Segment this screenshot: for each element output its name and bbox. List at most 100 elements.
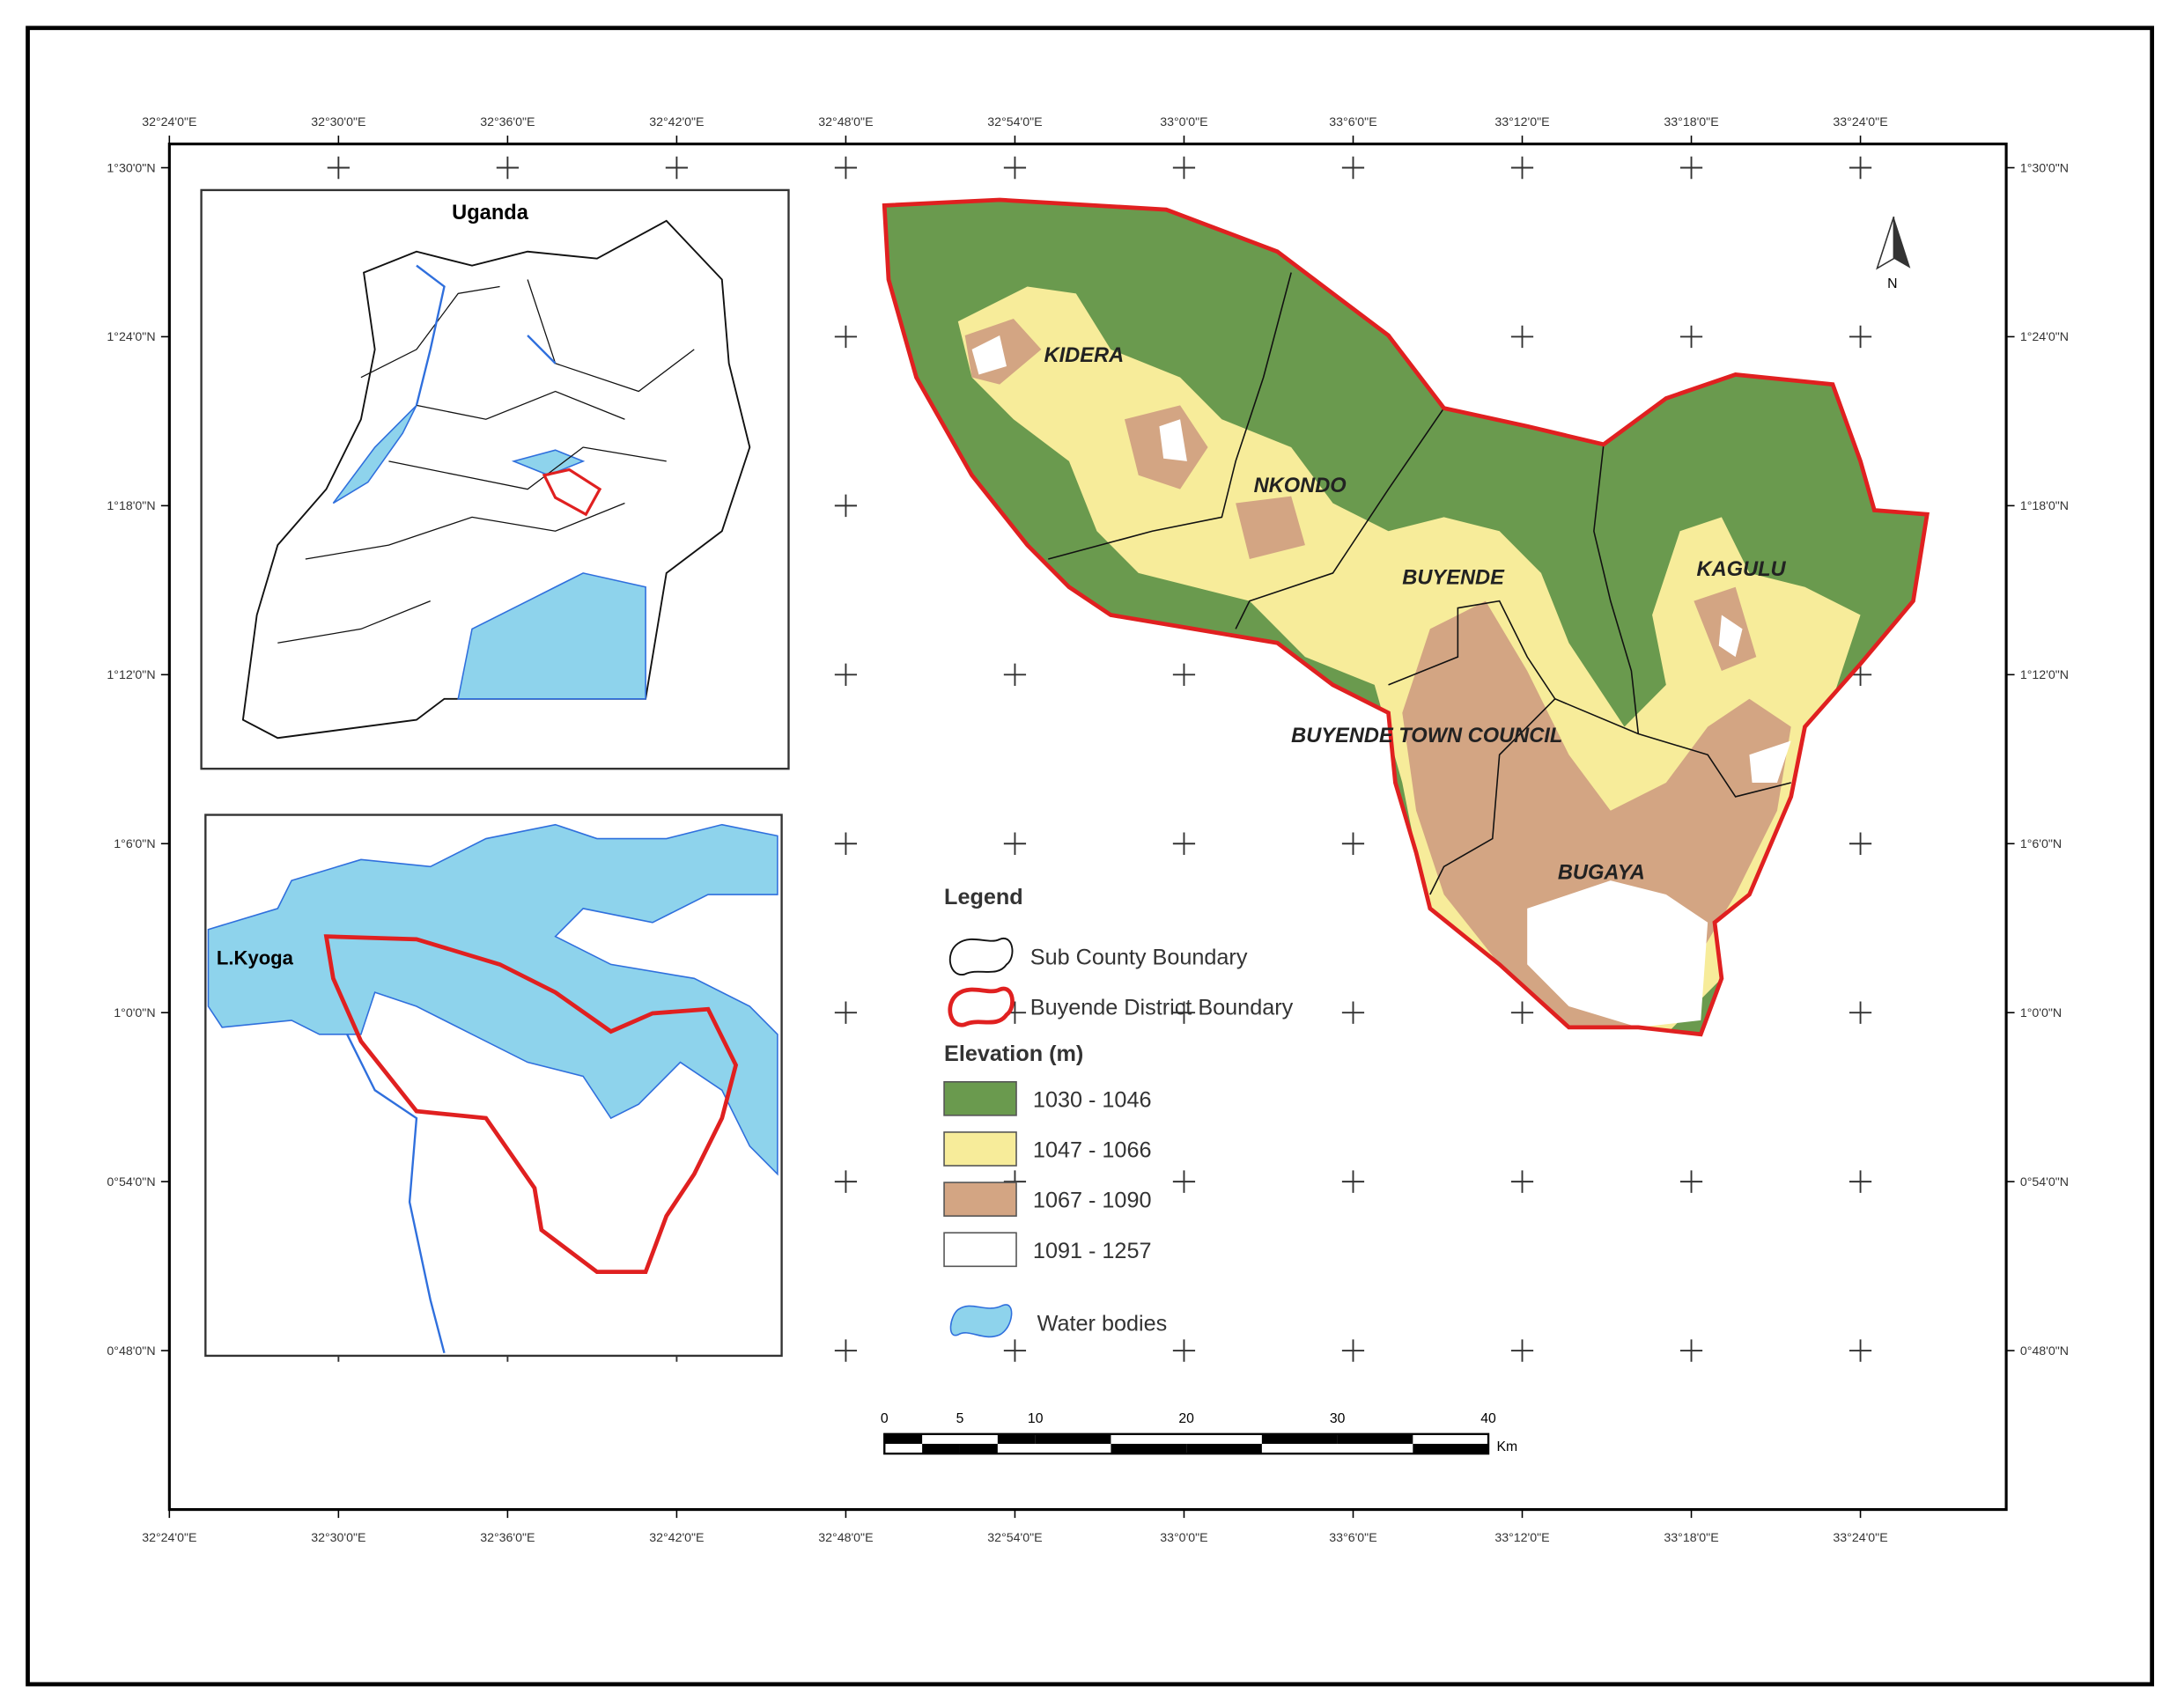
scale-unit: Km bbox=[1497, 1439, 1518, 1454]
graticule-cross bbox=[1679, 156, 1703, 180]
graticule-cross bbox=[1003, 663, 1027, 687]
scale-segment bbox=[1111, 1443, 1187, 1454]
graticule-cross bbox=[1849, 325, 1872, 349]
scale-segment bbox=[1261, 1433, 1338, 1444]
legend-swatch bbox=[943, 1131, 1017, 1167]
graticule-cross bbox=[1849, 1339, 1872, 1362]
subcounty-label: BUYENDE bbox=[1402, 567, 1505, 590]
graticule-cross bbox=[1172, 1001, 1196, 1024]
uganda-inset: Uganda bbox=[200, 188, 790, 770]
lat-label: 1°0'0"N bbox=[114, 1006, 155, 1020]
legend-boundary: Buyende District Boundary bbox=[1030, 995, 1294, 1020]
lat-label: 1°12'0"N bbox=[2020, 668, 2069, 682]
lat-label: 0°48'0"N bbox=[2020, 1344, 2069, 1358]
lon-label: 33°12'0"E bbox=[1494, 1531, 1549, 1545]
lon-label: 32°36'0"E bbox=[480, 115, 535, 129]
scale-segment bbox=[1186, 1443, 1262, 1454]
legend-title: Legend bbox=[944, 885, 1023, 909]
graticule-cross bbox=[1003, 156, 1027, 180]
subcounty-boundaries bbox=[1048, 272, 1791, 895]
lat-label: 1°30'0"N bbox=[107, 161, 155, 175]
lat-label: 1°24'0"N bbox=[2020, 330, 2069, 344]
graticule-cross bbox=[1341, 832, 1365, 855]
lon-label: 32°30'0"E bbox=[311, 115, 365, 129]
legend-subtitle: Elevation (m) bbox=[944, 1042, 1083, 1066]
lat-label: 1°12'0"N bbox=[107, 668, 155, 682]
graticule-cross bbox=[1510, 1339, 1534, 1362]
scale-segment bbox=[997, 1433, 1036, 1444]
scale-label: 30 bbox=[1330, 1411, 1346, 1426]
scale-segment bbox=[884, 1433, 923, 1444]
lon-label: 33°18'0"E bbox=[1664, 1531, 1718, 1545]
north-arrow: N bbox=[1876, 216, 1911, 291]
lat-label: 1°18'0"N bbox=[107, 499, 155, 513]
graticule-cross bbox=[1172, 832, 1196, 855]
lon-label: 32°54'0"E bbox=[987, 1531, 1042, 1545]
legend-swatch bbox=[943, 1080, 1017, 1116]
scale-label: 40 bbox=[1480, 1411, 1496, 1426]
scale-segment bbox=[1337, 1433, 1413, 1444]
graticule-cross bbox=[1510, 1001, 1534, 1024]
graticule-cross bbox=[1003, 1339, 1027, 1362]
district-map bbox=[884, 200, 1927, 1034]
scale-label: 5 bbox=[956, 1411, 964, 1426]
map-frame bbox=[167, 142, 2008, 1512]
subcounty-label: KIDERA bbox=[1044, 344, 1125, 367]
lon-label: 32°30'0"E bbox=[311, 1531, 365, 1545]
graticule-cross bbox=[1510, 325, 1534, 349]
kyoga-inset: L.Kyoga bbox=[204, 814, 783, 1358]
graticule-cross bbox=[496, 156, 519, 180]
lon-label: 32°42'0"E bbox=[649, 115, 704, 129]
lon-label: 33°0'0"E bbox=[1160, 115, 1207, 129]
graticule-cross bbox=[834, 1170, 858, 1193]
legend-label: 1067 - 1090 bbox=[1033, 1189, 1152, 1213]
legend-label: 1047 - 1066 bbox=[1033, 1137, 1152, 1162]
scale-label: 20 bbox=[1178, 1411, 1194, 1426]
graticule-cross bbox=[1172, 1339, 1196, 1362]
graticule-cross bbox=[1849, 1001, 1872, 1024]
scale-segment bbox=[959, 1443, 998, 1454]
legend-water: Water bodies bbox=[1037, 1311, 1168, 1336]
lon-label: 32°24'0"E bbox=[142, 115, 196, 129]
lon-label: 33°0'0"E bbox=[1160, 1531, 1207, 1545]
lat-label: 0°54'0"N bbox=[107, 1175, 155, 1189]
graticule-cross bbox=[1341, 156, 1365, 180]
scale-segment bbox=[1413, 1443, 1489, 1454]
graticule-cross bbox=[1679, 325, 1703, 349]
legend-swatch bbox=[943, 1182, 1017, 1217]
lon-label: 32°48'0"E bbox=[818, 1531, 873, 1545]
legend-swatch bbox=[943, 1232, 1017, 1268]
graticule-cross bbox=[834, 832, 858, 855]
graticule-cross bbox=[834, 156, 858, 180]
graticule-cross bbox=[665, 156, 689, 180]
legend-label: 1091 - 1257 bbox=[1033, 1239, 1152, 1263]
lake-label: L.Kyoga bbox=[217, 946, 294, 968]
lon-label: 32°36'0"E bbox=[480, 1531, 535, 1545]
graticule-cross bbox=[1510, 1170, 1534, 1193]
lat-label: 1°0'0"N bbox=[2020, 1006, 2062, 1020]
graticule-cross bbox=[1849, 832, 1872, 855]
lon-label: 32°48'0"E bbox=[818, 115, 873, 129]
graticule-cross bbox=[1341, 1001, 1365, 1024]
graticule-cross bbox=[1172, 1170, 1196, 1193]
lat-label: 0°48'0"N bbox=[107, 1344, 155, 1358]
lon-label: 33°18'0"E bbox=[1664, 115, 1718, 129]
subcounty-label: KAGULU bbox=[1697, 558, 1787, 581]
graticule-cross bbox=[1003, 832, 1027, 855]
inset-title: Uganda bbox=[452, 202, 528, 225]
graticule-cross bbox=[1679, 1170, 1703, 1193]
lat-label: 1°30'0"N bbox=[2020, 161, 2069, 175]
lat-label: 1°6'0"N bbox=[2020, 837, 2062, 851]
lat-label: 1°6'0"N bbox=[114, 837, 155, 851]
subcounty-label: NKONDO bbox=[1254, 475, 1347, 497]
graticule-cross bbox=[1849, 1170, 1872, 1193]
lat-label: 1°24'0"N bbox=[107, 330, 155, 344]
graticule-cross bbox=[834, 1001, 858, 1024]
subcounty-label: BUGAYA bbox=[1558, 862, 1645, 885]
scale-segment bbox=[922, 1443, 960, 1454]
lon-label: 33°24'0"E bbox=[1833, 1531, 1887, 1545]
graticule-cross bbox=[834, 325, 858, 349]
